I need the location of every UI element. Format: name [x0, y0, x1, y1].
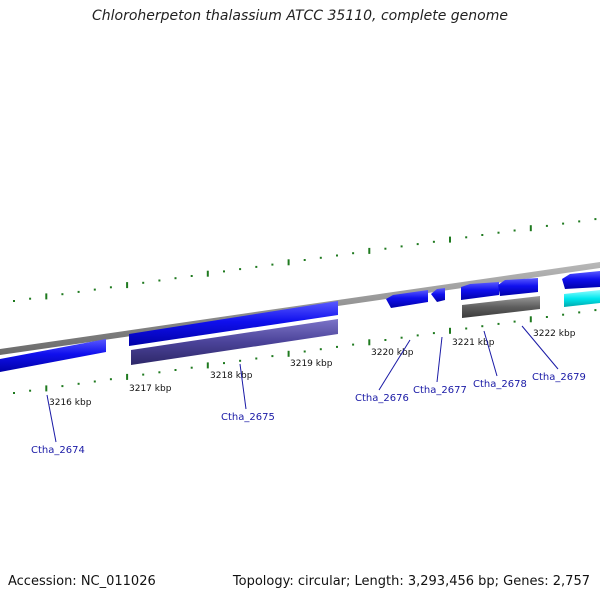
gene-label[interactable]: Ctha_2676	[355, 393, 409, 404]
gene-ctha-2678-shadow	[462, 296, 540, 318]
gene-ctha-2675-shadow	[131, 319, 338, 365]
scale-label: 3220 kbp	[371, 348, 414, 358]
genome-title: Chloroherpeton thalassium ATCC 35110, co…	[92, 8, 508, 24]
gene-ctha-2674[interactable]	[0, 339, 106, 372]
gene-ctha-2680-shadow	[564, 290, 600, 307]
gene-label[interactable]: Ctha_2675	[221, 412, 275, 423]
upper-scale-ticks	[13, 218, 597, 302]
lower-scale-ticks	[13, 309, 597, 394]
gene-label-leaders	[46, 325, 559, 443]
scale-label: 3221 kbp	[452, 338, 495, 348]
scale-label: 3218 kbp	[210, 371, 253, 381]
scale-label: 3217 kbp	[129, 384, 172, 394]
gene-label[interactable]: Ctha_2679	[532, 372, 586, 383]
gene-ctha-2680[interactable]	[562, 271, 600, 289]
gene-label[interactable]: Ctha_2677	[413, 385, 467, 396]
accession-text: Accession: NC_011026	[8, 574, 156, 589]
scale-label: 3222 kbp	[533, 329, 576, 339]
scale-label: 3219 kbp	[290, 359, 333, 369]
gene-ctha-2676[interactable]	[386, 290, 428, 308]
gene-ctha-2675[interactable]	[129, 301, 338, 346]
gene-label[interactable]: Ctha_2674	[31, 445, 85, 456]
gene-ctha-2677[interactable]	[431, 288, 445, 302]
gene-label[interactable]: Ctha_2678	[473, 379, 527, 390]
gene-ctha-2678[interactable]	[461, 282, 499, 300]
genome-summary-text: Topology: circular; Length: 3,293,456 bp…	[232, 574, 590, 589]
gene-ctha-2679[interactable]	[498, 278, 538, 296]
scale-label: 3216 kbp	[49, 398, 92, 408]
